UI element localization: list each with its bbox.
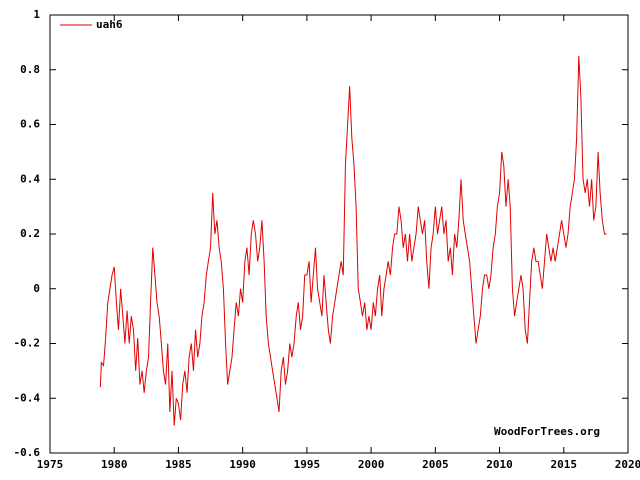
y-tick-label: 1	[33, 8, 40, 21]
data-line	[99, 56, 607, 426]
x-tick-label: 2010	[486, 458, 513, 471]
x-tick-label: 2000	[358, 458, 385, 471]
annotation: WoodForTrees.org	[494, 425, 600, 438]
x-tick-label: 1990	[229, 458, 256, 471]
x-tick-label: 2005	[422, 458, 449, 471]
y-tick-label: -0.2	[14, 337, 41, 350]
legend-label: uah6	[96, 18, 123, 31]
y-tick-label: 0.4	[20, 172, 40, 185]
y-tick-label: -0.4	[14, 391, 41, 404]
x-tick-label: 2015	[551, 458, 578, 471]
x-tick-label: 1975	[37, 458, 64, 471]
plot-frame	[49, 14, 629, 454]
x-tick-label: 1985	[165, 458, 192, 471]
y-tick-label: -0.6	[14, 446, 41, 459]
y-tick-label: 0.6	[20, 118, 40, 131]
y-tick-label: 0.8	[20, 63, 40, 76]
y-tick-label: 0.2	[20, 227, 40, 240]
x-tick-label: 1995	[294, 458, 321, 471]
x-tick-label: 2020	[615, 458, 640, 471]
y-tick-label: 0	[33, 282, 40, 295]
x-tick-label: 1980	[101, 458, 128, 471]
